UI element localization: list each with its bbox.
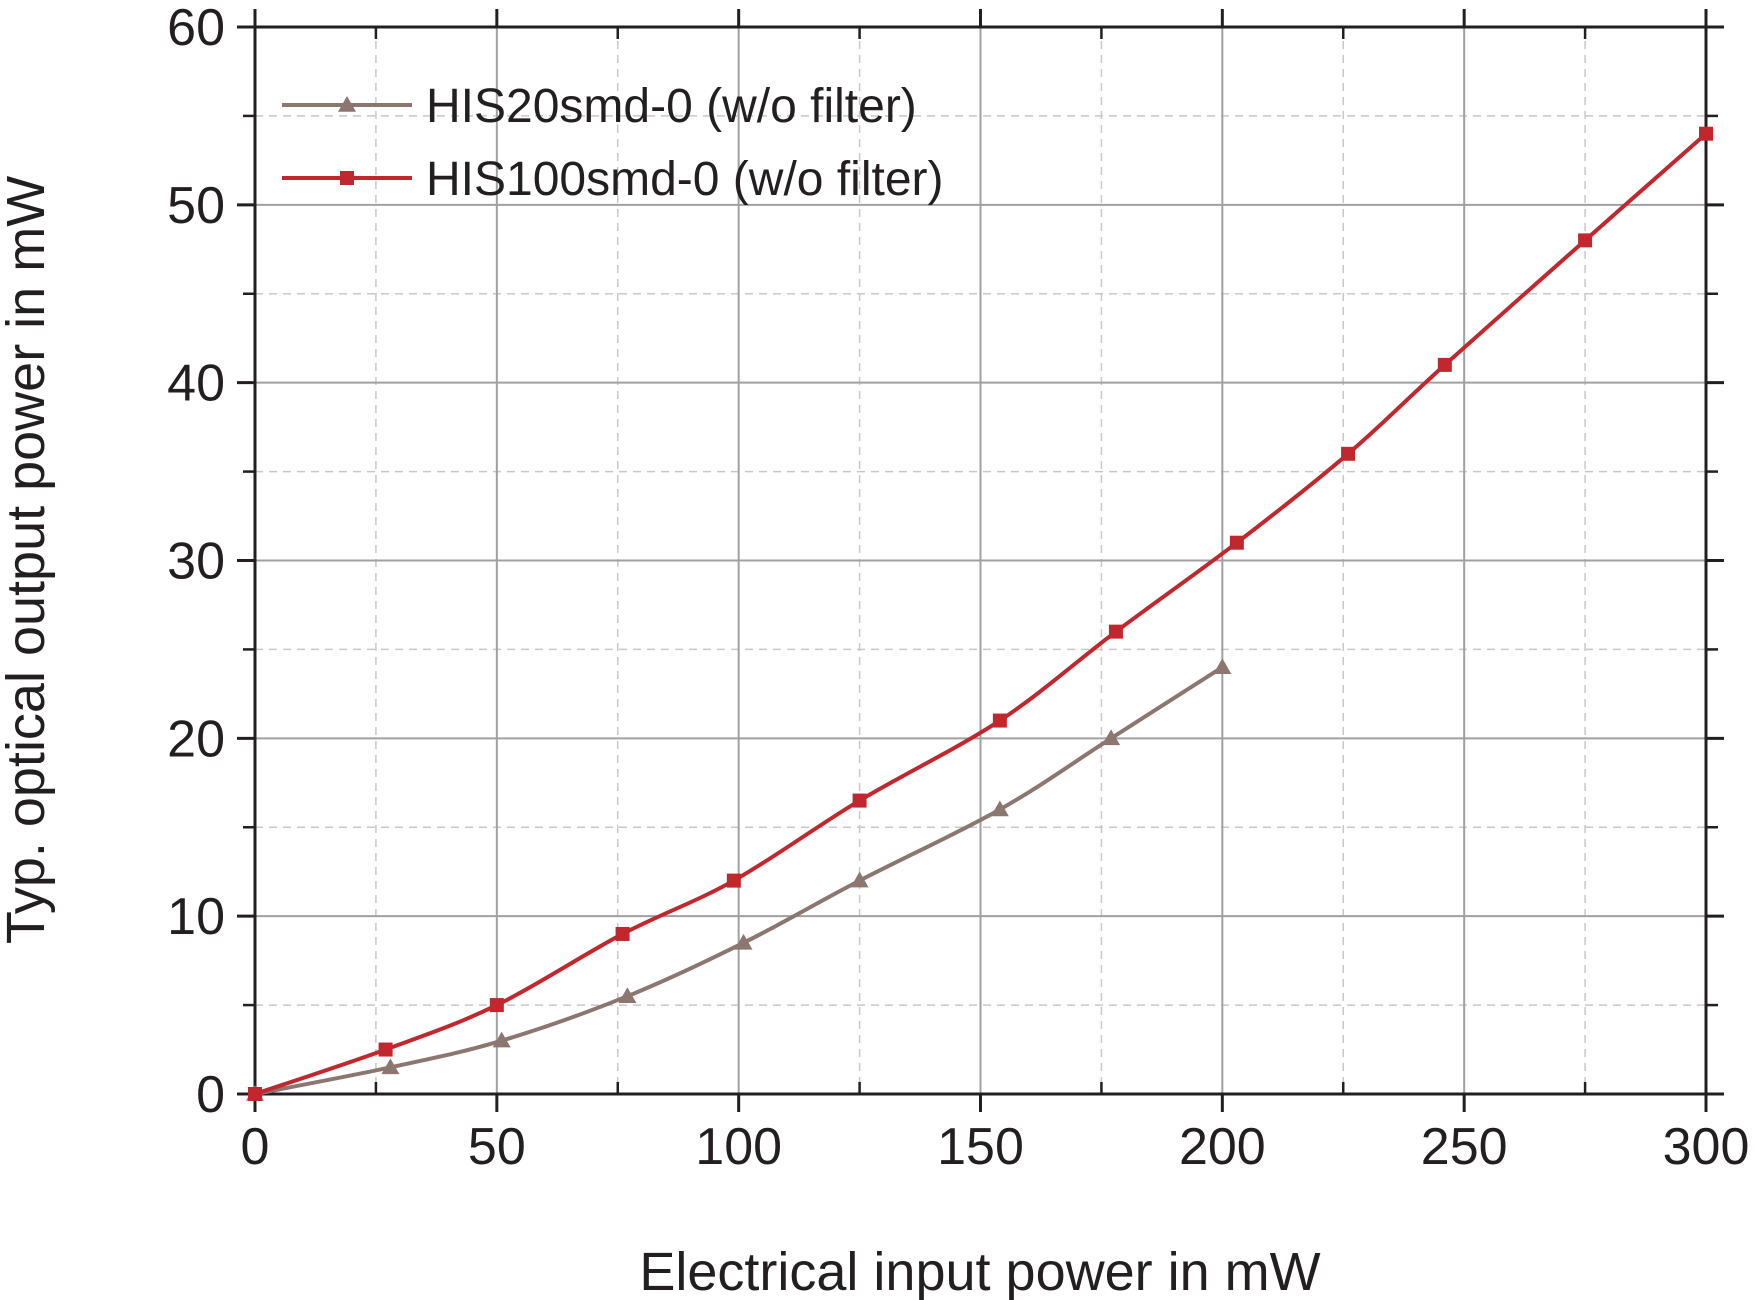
legend-label: HIS100smd-0 (w/o filter) xyxy=(426,153,943,206)
x-tick-label: 200 xyxy=(1179,1118,1266,1176)
data-point xyxy=(1102,729,1121,746)
series-2 xyxy=(248,126,1713,1101)
series-1 xyxy=(246,658,1232,1101)
x-tick-label: 100 xyxy=(695,1118,782,1176)
data-point xyxy=(992,713,1007,728)
data-point xyxy=(248,1087,262,1101)
y-tick-label: 30 xyxy=(167,533,225,591)
legend-entry-2: HIS100smd-0 (w/o filter) xyxy=(282,153,943,206)
data-point xyxy=(492,1031,511,1048)
axis-ticks xyxy=(237,9,1724,1112)
y-axis-title: Typ. optical output power in mW xyxy=(0,176,56,944)
data-point xyxy=(852,793,867,808)
data-point xyxy=(378,1042,393,1057)
data-point xyxy=(489,998,504,1013)
x-axis-title: Electrical input power in mW xyxy=(639,1242,1320,1300)
data-point xyxy=(1699,126,1713,141)
x-tick-label: 50 xyxy=(468,1118,526,1176)
x-tick-label: 300 xyxy=(1663,1118,1750,1176)
legend: HIS20smd-0 (w/o filter) HIS100smd-0 (w/o … xyxy=(282,80,943,206)
data-point xyxy=(1229,535,1244,550)
y-tick-label: 10 xyxy=(167,888,225,946)
grid-major xyxy=(255,27,1706,1094)
data-point xyxy=(615,926,630,941)
y-tick-label: 0 xyxy=(196,1066,225,1124)
data-point xyxy=(1108,624,1123,639)
data-point xyxy=(726,873,741,888)
x-tick-label: 0 xyxy=(241,1118,270,1176)
x-tick-label: 250 xyxy=(1421,1118,1508,1176)
y-tick-label: 50 xyxy=(167,177,225,235)
y-tick-label: 40 xyxy=(167,355,225,413)
data-point xyxy=(1578,233,1593,248)
data-point xyxy=(381,1058,400,1075)
data-point xyxy=(1341,446,1356,461)
legend-marker xyxy=(340,171,354,185)
y-tick-label: 20 xyxy=(167,710,225,768)
series-layer xyxy=(246,126,1713,1101)
y-tick-label: 60 xyxy=(167,0,225,57)
tick-labels: 0 50 100 150 200 250 300 0 10 20 30 40 50 60 xyxy=(167,0,1749,1176)
data-point xyxy=(1213,658,1232,674)
legend-marker xyxy=(338,96,356,112)
data-point xyxy=(734,933,753,950)
data-point xyxy=(990,800,1009,817)
legend-entry-1: HIS20smd-0 (w/o filter) xyxy=(282,80,917,133)
data-point xyxy=(618,987,637,1003)
data-point xyxy=(850,871,869,888)
legend-label: HIS20smd-0 (w/o filter) xyxy=(426,80,917,133)
data-point xyxy=(1437,357,1452,372)
x-tick-label: 150 xyxy=(937,1118,1024,1176)
